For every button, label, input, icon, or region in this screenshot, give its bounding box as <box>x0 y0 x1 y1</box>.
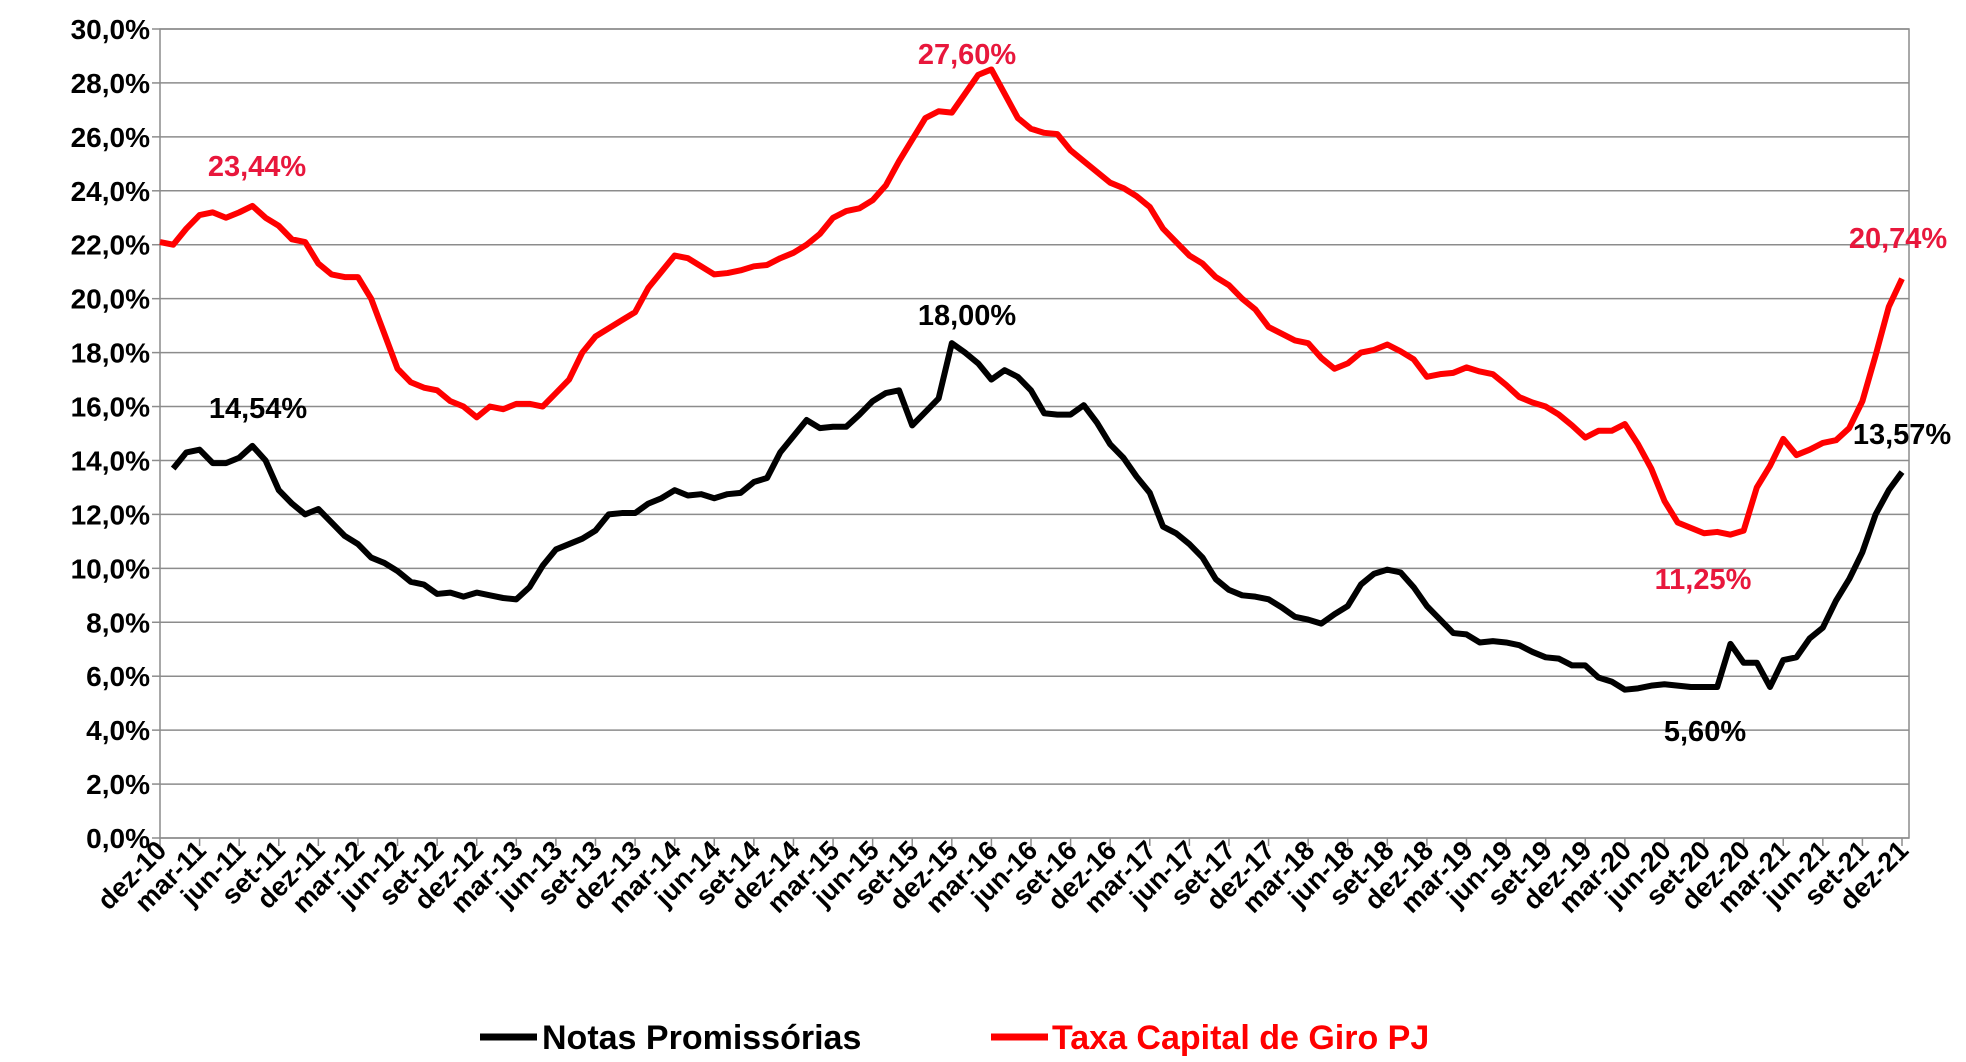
annotation: 18,00% <box>918 300 1017 332</box>
y-tick-label: 26,0% <box>71 122 150 153</box>
annotation: 23,44% <box>208 151 307 183</box>
series-line <box>170 340 1905 693</box>
y-tick-label: 14,0% <box>71 445 150 476</box>
plot-border <box>159 28 1910 839</box>
y-tick-label: 6,0% <box>86 661 150 692</box>
y-tick-label: 12,0% <box>71 499 150 530</box>
y-tick-label: 2,0% <box>86 769 150 800</box>
y-tick-label: 16,0% <box>71 392 150 423</box>
legend-label: Taxa Capital de Giro PJ <box>1052 1019 1429 1057</box>
series-line <box>159 66 1905 538</box>
annotation: 5,60% <box>1664 716 1746 748</box>
y-tick-label: 0,0% <box>86 823 150 854</box>
annotation: 11,25% <box>1655 564 1752 596</box>
y-tick-label: 20,0% <box>71 284 150 315</box>
y-tick-label: 8,0% <box>86 607 150 638</box>
annotation: 14,54% <box>209 393 308 425</box>
y-tick-label: 4,0% <box>86 715 150 746</box>
annotation: 27,60% <box>918 39 1017 71</box>
legend-label: Notas Promissórias <box>542 1019 861 1057</box>
annotation: 13,57% <box>1853 419 1952 451</box>
y-tick-label: 24,0% <box>71 176 150 207</box>
y-tick-label: 30,0% <box>71 14 150 45</box>
y-tick-label: 10,0% <box>71 553 150 584</box>
annotation: 20,74% <box>1849 223 1948 255</box>
y-tick-label: 28,0% <box>71 68 150 99</box>
y-tick-label: 18,0% <box>71 338 150 369</box>
y-tick-label: 22,0% <box>71 230 150 261</box>
